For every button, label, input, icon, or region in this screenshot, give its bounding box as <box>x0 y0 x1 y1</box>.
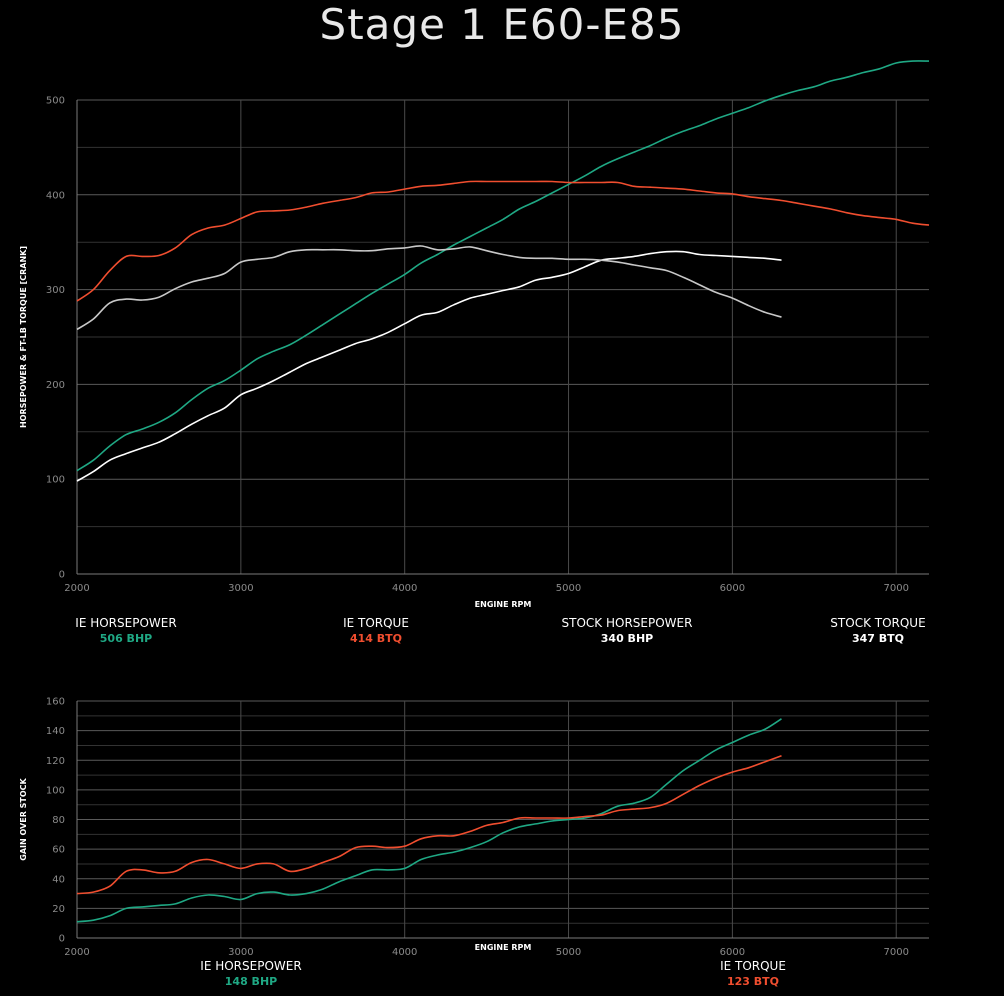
legend-value: 340 BHP <box>600 632 654 645</box>
y-tick-label: 400 <box>46 190 65 201</box>
y-tick-label: 20 <box>52 904 65 915</box>
series-line-ie-torque <box>76 755 782 895</box>
legend-value: 347 BTQ <box>851 632 905 645</box>
x-tick-label: 7000 <box>884 583 909 594</box>
series-line-stock-torque <box>76 245 782 331</box>
y-tick-label: 80 <box>52 815 65 826</box>
y-tick-label: 120 <box>46 756 65 767</box>
x-tick-label: 5000 <box>556 947 581 958</box>
x-tick-label: 6000 <box>720 583 745 594</box>
y-tick-label: 140 <box>46 726 65 737</box>
legend-label: IE HORSEPOWER <box>75 616 177 630</box>
y-tick-label: 40 <box>52 874 65 885</box>
legend-value: 148 BHP <box>224 975 278 988</box>
y-tick-label: 200 <box>46 380 65 391</box>
legend-item-ie-torque: IE TORQUE 414 BTQ <box>286 616 466 647</box>
y-tick-label: 100 <box>46 475 65 486</box>
series-line-ie-horsepower <box>76 718 782 923</box>
y-tick-label: 500 <box>46 96 65 107</box>
series-line-ie-horsepower <box>76 60 930 472</box>
y-tick-label: 0 <box>59 570 65 581</box>
y-tick-label: 160 <box>46 697 65 708</box>
y-tick-label: 0 <box>59 934 65 945</box>
x-tick-label: 2000 <box>64 947 89 958</box>
grid <box>77 99 929 574</box>
series-line-stock-horsepower <box>76 250 782 482</box>
x-tick-label: 7000 <box>884 947 909 958</box>
page-title: Stage 1 E60-E85 <box>319 0 685 49</box>
legend-label: STOCK HORSEPOWER <box>561 616 693 630</box>
x-tick-label: 3000 <box>228 947 253 958</box>
legend-label: IE HORSEPOWER <box>200 959 302 973</box>
series-line-ie-torque <box>76 180 930 302</box>
legend-item-ie-horsepower: IE HORSEPOWER 506 BHP <box>36 616 216 647</box>
legend-value: 506 BHP <box>99 632 153 645</box>
x-tick-label: 5000 <box>556 583 581 594</box>
x-axis-label: ENGINE RPM <box>475 600 532 609</box>
legend-item-stock-torque: STOCK TORQUE 347 BTQ <box>788 616 968 647</box>
x-tick-label: 4000 <box>392 583 417 594</box>
legend-label: IE TORQUE <box>720 959 786 973</box>
x-tick-label: 6000 <box>720 947 745 958</box>
y-tick-label: 300 <box>46 285 65 296</box>
x-tick-label: 4000 <box>392 947 417 958</box>
x-tick-label: 2000 <box>64 583 89 594</box>
legend-label: IE TORQUE <box>343 616 409 630</box>
x-axis-label: ENGINE RPM <box>475 943 532 952</box>
legend-item-stock-horsepower: STOCK HORSEPOWER 340 BHP <box>537 616 717 647</box>
power-torque-chart: 0 100 200 300 400 500 2000 3000 4000 5000 6000 7000… <box>19 60 930 609</box>
y-axis-label: HORSEPOWER & FT-LB TORQUE [CRANK] <box>19 246 28 428</box>
y-tick-label: 100 <box>46 785 65 796</box>
x-tick-label: 3000 <box>228 583 253 594</box>
gain-over-stock-chart: 0 20 40 60 80 100 120 140 160 2000 3000 4000 5000 600… <box>19 697 929 958</box>
gain-legend-item-ie-horsepower: IE HORSEPOWER 148 BHP <box>161 959 341 990</box>
legend-label: STOCK TORQUE <box>830 616 926 630</box>
gain-legend-item-ie-torque: IE TORQUE 123 BTQ <box>663 959 843 990</box>
y-axis-label: GAIN OVER STOCK <box>19 777 28 860</box>
legend-value: 414 BTQ <box>349 632 403 645</box>
y-tick-label: 60 <box>52 845 65 856</box>
grid <box>77 700 929 938</box>
legend-value: 123 BTQ <box>726 975 780 988</box>
